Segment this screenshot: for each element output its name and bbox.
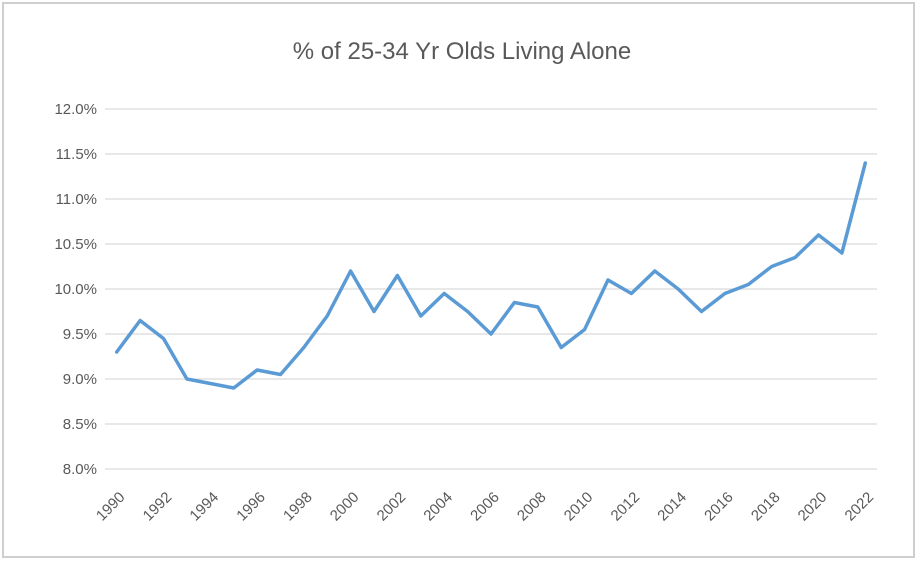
y-axis-tick-label: 10.5% xyxy=(54,236,97,253)
x-axis-tick-label: 2010 xyxy=(561,489,597,525)
y-axis-tick-label: 8.5% xyxy=(63,416,97,433)
x-axis-tick-label: 2002 xyxy=(374,489,410,525)
chart-card: % of 25-34 Yr Olds Living Alone 8.0% 8.5%… xyxy=(2,2,915,558)
x-axis-labels-group: 1990 1992 1994 1996 1998 2000 2002 2004 2006 2008… xyxy=(93,489,877,525)
y-axis-labels-group: 8.0% 8.5% 9.0% 9.5% 10.0% 10.5% 11.0% 11.5% 12.0… xyxy=(54,101,97,478)
y-axis-tick-label: 8.0% xyxy=(63,461,97,478)
x-axis-tick-label: 1994 xyxy=(186,489,222,525)
x-axis-tick-label: 2012 xyxy=(608,489,644,525)
x-axis-tick-label: 2006 xyxy=(467,489,503,525)
y-axis-tick-label: 10.0% xyxy=(54,281,97,298)
data-series-line xyxy=(114,161,868,390)
line-chart: % of 25-34 Yr Olds Living Alone 8.0% 8.5%… xyxy=(54,38,877,525)
y-axis-tick-label: 9.0% xyxy=(63,371,97,388)
x-axis-tick-label: 2020 xyxy=(795,489,831,525)
x-axis-tick-label: 1998 xyxy=(280,489,316,525)
x-axis-tick-label: 2022 xyxy=(842,489,878,525)
y-axis-tick-label: 11.5% xyxy=(56,146,97,163)
x-axis-tick-label: 2018 xyxy=(748,489,784,525)
x-axis-tick-label: 2016 xyxy=(701,489,737,525)
gridlines-group xyxy=(105,108,877,470)
x-axis-tick-label: 1996 xyxy=(233,489,269,525)
y-axis-tick-label: 9.5% xyxy=(63,326,97,343)
x-axis-tick-label: 2000 xyxy=(327,489,363,525)
x-axis-tick-label: 1992 xyxy=(140,489,176,525)
x-axis-tick-label: 1990 xyxy=(93,489,129,525)
y-axis-tick-label: 12.0% xyxy=(54,101,97,118)
data-series-group xyxy=(114,161,868,390)
x-axis-tick-label: 2004 xyxy=(420,489,456,525)
x-axis-tick-label: 2014 xyxy=(654,489,690,525)
y-axis-tick-label: 11.0% xyxy=(56,191,97,208)
x-axis-tick-label: 2008 xyxy=(514,489,550,525)
chart-title: % of 25-34 Yr Olds Living Alone xyxy=(293,38,631,65)
